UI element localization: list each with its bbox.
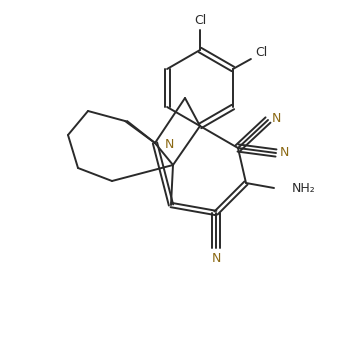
Text: N: N bbox=[279, 146, 289, 159]
Text: N: N bbox=[211, 251, 221, 264]
Text: Cl: Cl bbox=[194, 14, 206, 27]
Text: Cl: Cl bbox=[255, 47, 267, 59]
Text: N: N bbox=[165, 139, 174, 152]
Text: NH₂: NH₂ bbox=[292, 181, 316, 194]
Text: N: N bbox=[271, 111, 281, 125]
